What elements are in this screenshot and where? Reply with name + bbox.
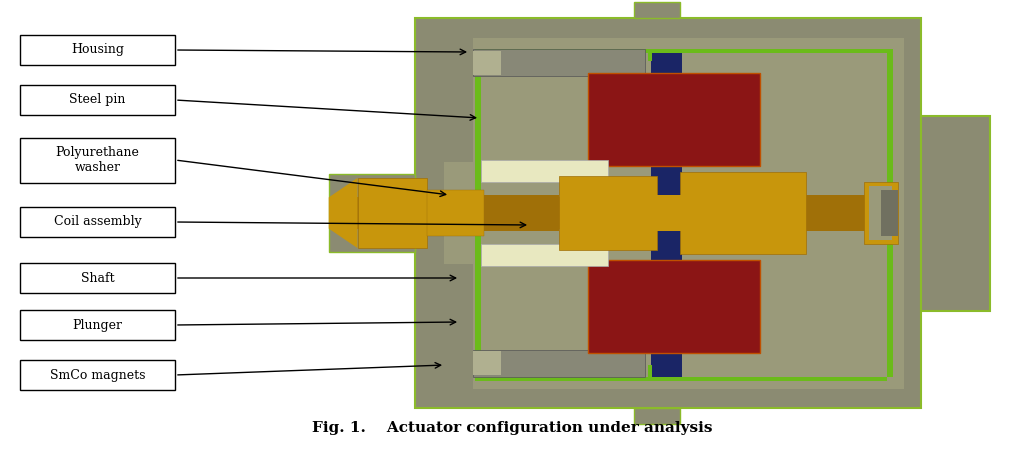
Bar [588, 260, 760, 353]
Text: Plunger: Plunger [73, 319, 123, 332]
Bar [20, 360, 175, 390]
Bar [559, 176, 656, 250]
Bar [427, 195, 559, 230]
Bar [20, 207, 175, 237]
Bar [329, 198, 645, 229]
Bar [20, 310, 175, 340]
Bar [472, 51, 502, 75]
Bar [20, 35, 175, 65]
Bar [650, 49, 682, 377]
Bar [634, 195, 702, 230]
Text: Fig. 1.    Actuator configuration under analysis: Fig. 1. Actuator configuration under ana… [311, 421, 713, 435]
Bar [20, 85, 175, 115]
Bar [881, 189, 898, 236]
Bar [475, 49, 887, 53]
Text: Shaft: Shaft [81, 271, 115, 284]
Bar [20, 263, 175, 293]
Bar [472, 37, 904, 186]
Bar [634, 408, 680, 423]
Bar [869, 186, 892, 240]
Bar [921, 116, 990, 310]
Text: Polyurethane
washer: Polyurethane washer [55, 146, 139, 174]
Bar [588, 72, 760, 166]
Polygon shape [329, 178, 357, 248]
Text: Coil assembly: Coil assembly [53, 216, 141, 229]
Bar [542, 248, 550, 264]
Bar [357, 178, 427, 248]
Bar [475, 49, 481, 377]
Bar [542, 162, 550, 178]
Bar [443, 162, 904, 264]
Bar [863, 182, 898, 244]
Bar [329, 174, 415, 252]
Bar [634, 2, 680, 18]
Bar [475, 377, 887, 381]
Bar [680, 172, 806, 254]
Bar [472, 49, 645, 76]
Bar [481, 160, 607, 182]
Bar [427, 189, 484, 236]
Bar [472, 350, 645, 377]
Text: Steel pin: Steel pin [70, 94, 126, 107]
Bar [648, 49, 652, 61]
Bar [472, 240, 904, 388]
Bar [648, 365, 652, 377]
Bar [415, 18, 921, 408]
Bar [887, 49, 893, 377]
Bar [20, 138, 175, 183]
Bar [481, 244, 607, 266]
Text: SmCo magnets: SmCo magnets [50, 369, 145, 382]
Bar [806, 195, 874, 230]
Bar [472, 351, 502, 375]
Text: Housing: Housing [71, 44, 124, 57]
